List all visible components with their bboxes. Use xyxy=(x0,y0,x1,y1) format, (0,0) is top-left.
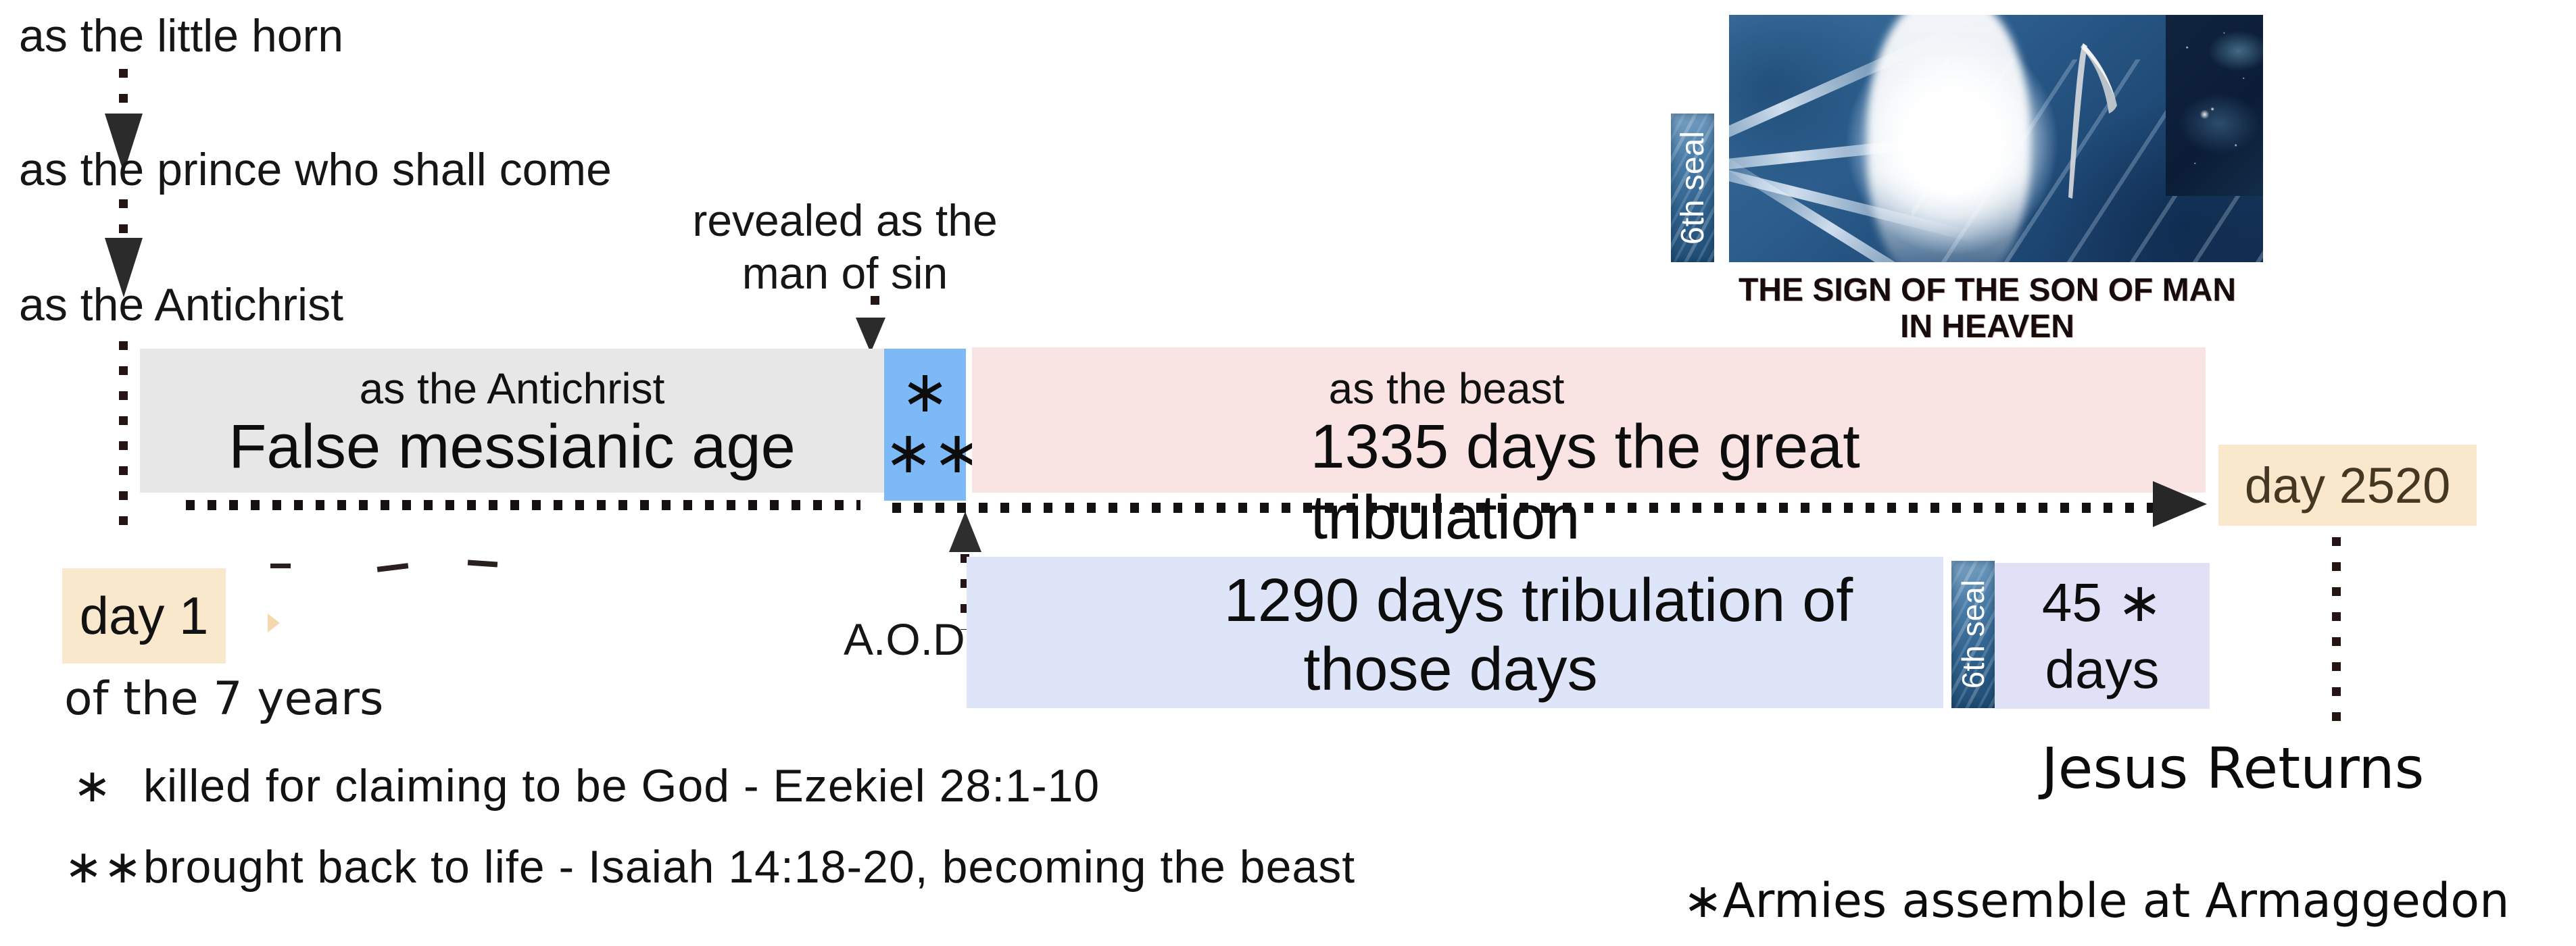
final-segment-line1: 45 ∗ xyxy=(2041,572,2163,632)
image-caption-line1: THE SIGN OF THE SON OF MAN xyxy=(1738,272,2236,308)
lower-bar-line2: those days xyxy=(1303,636,1598,703)
day-2520-dotted-guide xyxy=(2332,537,2341,726)
false-messianic-age-bar: as the Antichrist False messianic age xyxy=(140,349,884,493)
great-tribulation-bar: as the beast 1335 days the great tribula… xyxy=(972,347,2206,552)
sixth-seal-badge-upper-label: 6th seal xyxy=(1674,130,1711,245)
day-2520-box: day 2520 xyxy=(2218,445,2477,526)
revealed-label-line2: man of sin xyxy=(742,248,948,298)
cascade-item-antichrist: as the Antichrist xyxy=(19,279,344,330)
artifact-mark xyxy=(376,563,409,572)
cascade-item-prince: as the prince who shall come xyxy=(19,144,612,195)
cascade-arrow-2-tail xyxy=(119,199,128,241)
left-dotted-guide xyxy=(119,341,128,525)
timeline-dotted-line xyxy=(892,503,2154,513)
footnote-armageddon: ∗Armies assemble at Armaggedon xyxy=(1683,873,2510,928)
killed-star: ∗ xyxy=(900,359,950,424)
jesus-returns-label: Jesus Returns xyxy=(2041,735,2425,801)
right-arrow-icon xyxy=(2153,481,2207,527)
artifact-mark xyxy=(270,564,291,568)
footnote-1-marker: ∗ xyxy=(73,760,112,812)
starfield-inset xyxy=(2166,15,2263,196)
light-column xyxy=(1868,15,2030,262)
artifact-mark xyxy=(268,614,280,632)
pink-bar-line2: 1335 days the great tribulation xyxy=(1310,412,1860,552)
footnote-2-marker: ∗∗ xyxy=(64,841,143,893)
timeline-dotted-line xyxy=(186,500,860,510)
footnote-2-text: brought back to life - Isaiah 14:18-20, … xyxy=(143,841,1356,893)
day-1-sublabel: of the 7 years xyxy=(64,672,384,726)
cascade-item-little-horn: as the little horn xyxy=(19,10,344,61)
gray-bar-line1: as the Antichrist xyxy=(359,364,665,413)
down-arrow-icon xyxy=(105,114,143,173)
lower-bar-line1: 1290 days tribulation of xyxy=(1223,567,1853,634)
final-segment-line2: days xyxy=(2045,639,2160,699)
artifact-mark xyxy=(467,559,498,568)
sixth-seal-badge-lower: 6th seal xyxy=(1951,561,1995,708)
pink-bar-line1: as the beast xyxy=(1328,364,1565,413)
footnote-1-text: killed for claiming to be God - Ezekiel … xyxy=(143,760,1100,812)
tribulation-1290-bar: 1290 days tribulation of those days xyxy=(967,557,1943,708)
down-arrow-icon xyxy=(856,318,885,353)
revealed-label-line1: revealed as the xyxy=(692,195,998,245)
day-1-box: day 1 xyxy=(62,568,226,664)
sixth-seal-badge-upper: 6th seal xyxy=(1671,114,1714,262)
day-1-label: day 1 xyxy=(79,586,209,645)
day-2520-label: day 2520 xyxy=(2244,457,2451,514)
man-of-sin-marker: ∗ ∗∗ xyxy=(884,349,982,501)
son-of-man-sign-image xyxy=(1729,15,2263,262)
gray-bar-line2: False messianic age xyxy=(228,412,796,481)
down-arrow-icon xyxy=(105,238,143,297)
cascade-arrow-1-tail xyxy=(119,69,128,116)
revived-star: ∗∗ xyxy=(884,420,982,485)
up-arrow-icon xyxy=(949,512,981,552)
scythe-icon xyxy=(2068,43,2117,199)
final-45-days-segment: 45 ∗ days xyxy=(1995,563,2210,709)
sixth-seal-badge-lower-label: 6th seal xyxy=(1955,580,1991,689)
image-caption-line2: IN HEAVEN xyxy=(1900,309,2074,345)
man-of-sin-arrow-tail xyxy=(871,296,879,320)
